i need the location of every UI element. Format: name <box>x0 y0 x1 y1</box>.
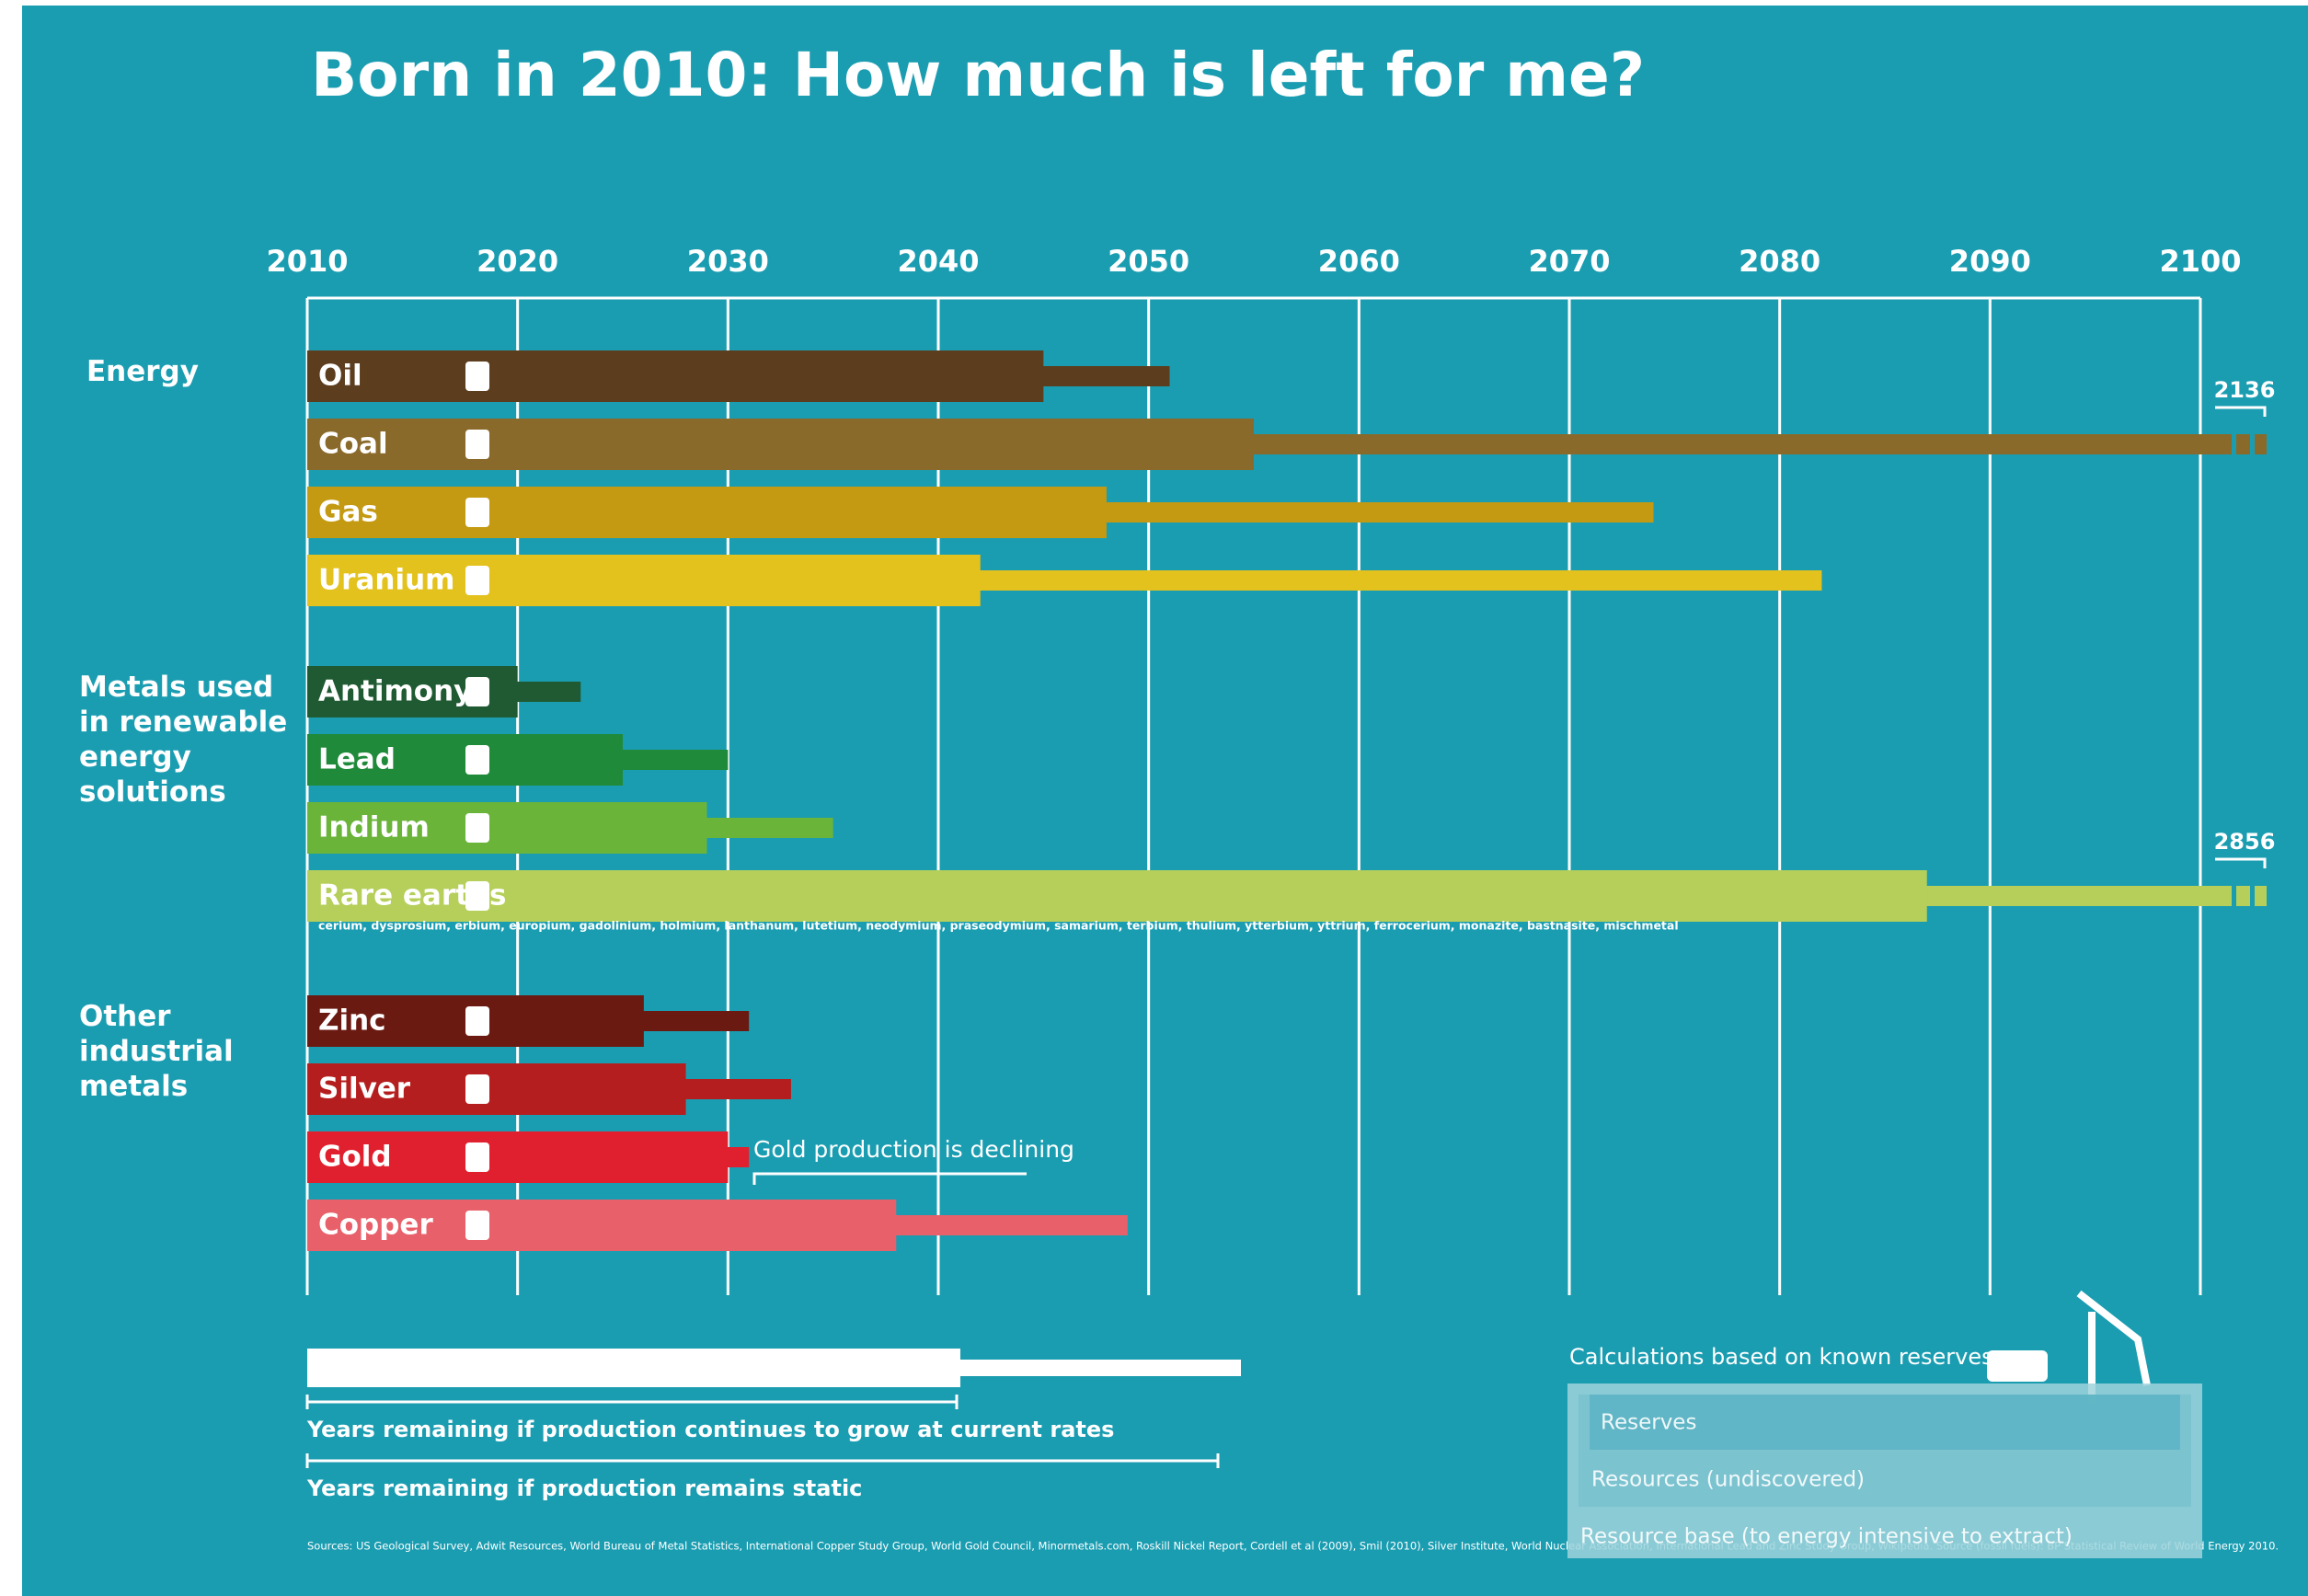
category-label: Copper <box>318 1209 433 1242</box>
axis-break <box>2250 885 2255 907</box>
category-label: Uranium <box>318 564 454 597</box>
x-tick-label: 2040 <box>897 244 979 279</box>
x-tick-label: 2030 <box>687 244 769 279</box>
chart: Born in 2010: How much is left for me? 2… <box>266 40 2279 1558</box>
x-tick-label: 2070 <box>1528 244 1610 279</box>
category-icon <box>465 677 489 706</box>
growth-bar <box>307 1200 897 1251</box>
growth-bar <box>307 802 707 854</box>
growth-bar <box>307 555 981 606</box>
group-label: Other industrial metals <box>79 1000 234 1103</box>
legend-label: Years remaining if production remains st… <box>306 1475 862 1501</box>
truck-icon <box>1987 1350 2048 1382</box>
over-bracket <box>2215 857 2267 868</box>
axis-break <box>2250 433 2255 455</box>
category-label: Oil <box>318 360 362 393</box>
legend-bracket <box>305 1453 1220 1468</box>
category-label: Lead <box>318 743 396 776</box>
category-label: Zinc <box>318 1005 386 1038</box>
category-label: Antimony <box>318 675 472 708</box>
box-title: Calculations based on known reserves: <box>1569 1344 2001 1370</box>
category-label: Silver <box>318 1073 411 1106</box>
annotation: Gold production is declining <box>753 1136 1074 1163</box>
rare-earths-note: cerium, dysprosium, erbium, europium, ga… <box>318 919 1679 933</box>
legend-static-tail <box>960 1360 1241 1376</box>
category-icon <box>465 1142 489 1172</box>
x-tick-label: 2100 <box>2159 244 2241 279</box>
growth-bar <box>307 870 1927 922</box>
category-icon <box>465 813 489 843</box>
group-label: Energy <box>86 355 199 388</box>
x-tick-label: 2020 <box>477 244 558 279</box>
category-icon <box>465 1074 489 1104</box>
annotation-bracket <box>752 1172 1027 1185</box>
over-bracket <box>2215 406 2267 417</box>
over-label: 2856 <box>2214 829 2276 855</box>
category-icon <box>465 1006 489 1036</box>
category-icon <box>465 498 489 527</box>
category-label: Gold <box>318 1141 392 1174</box>
legend-bracket <box>305 1395 959 1409</box>
reserve-label: Resource base (to energy intensive to ex… <box>1580 1525 2073 1549</box>
reserve-level <box>1590 1395 2180 1450</box>
x-tick-label: 2080 <box>1739 244 1820 279</box>
growth-bar <box>307 487 1107 538</box>
growth-bar <box>307 419 1254 470</box>
over-label: 2136 <box>2214 377 2276 403</box>
category-label: Indium <box>318 811 430 844</box>
category-icon <box>465 745 489 775</box>
category-icon <box>465 566 489 595</box>
growth-bar <box>307 1063 686 1115</box>
x-tick-label: 2010 <box>266 244 348 279</box>
axis-break <box>2232 885 2236 907</box>
category-icon <box>465 1211 489 1240</box>
category-icon <box>465 430 489 459</box>
x-tick-label: 2060 <box>1318 244 1400 279</box>
x-tick-label: 2050 <box>1108 244 1189 279</box>
chart-title: Born in 2010: How much is left for me? <box>311 40 1645 110</box>
reserve-label: Reserves <box>1601 1411 1696 1435</box>
axis-break <box>2232 433 2236 455</box>
category-icon <box>465 362 489 391</box>
x-tick-label: 2090 <box>1949 244 2031 279</box>
infographic: Born in 2010: How much is left for me? 2… <box>22 6 2308 1596</box>
category-label: Coal <box>318 428 388 461</box>
growth-bar <box>307 734 623 786</box>
legend-growth <box>307 1349 960 1387</box>
category-label: Gas <box>318 496 378 529</box>
legend-label: Years remaining if production continues … <box>306 1417 1114 1442</box>
reserve-label: Resources (undiscovered) <box>1591 1468 1865 1492</box>
growth-bar <box>307 1131 729 1183</box>
category-icon <box>465 881 489 911</box>
growth-bar <box>307 350 1044 402</box>
group-label: Metals used in renewable energy solution… <box>79 671 288 809</box>
